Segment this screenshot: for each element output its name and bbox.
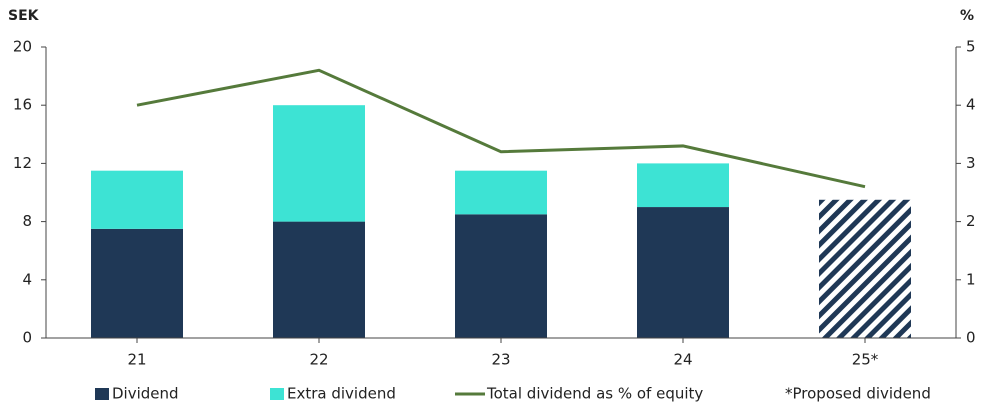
y2-tick-label: 0	[966, 329, 976, 347]
x-tick-label: 24	[673, 351, 692, 369]
y-tick-label: 20	[13, 38, 32, 56]
legend-label: Extra dividend	[287, 385, 396, 403]
bar	[91, 170, 183, 229]
bar	[455, 214, 547, 338]
y2-tick-label: 4	[966, 96, 976, 114]
legend-label: Dividend	[112, 385, 179, 403]
y-tick-label: 16	[13, 96, 32, 114]
x-tick-label: 25*	[852, 351, 879, 369]
y2-axis-title: %	[960, 8, 974, 24]
y2-tick-label: 1	[966, 270, 976, 288]
y-tick-label: 12	[13, 154, 32, 172]
note: *Proposed dividend	[785, 385, 931, 403]
bar	[637, 163, 729, 208]
bar	[91, 228, 183, 338]
legend-label: Total dividend as % of equity	[486, 385, 703, 403]
bar	[455, 170, 547, 215]
bar	[273, 105, 365, 222]
legend-swatch	[270, 388, 284, 400]
bar	[273, 221, 365, 338]
y-tick-label: 0	[22, 329, 32, 347]
y2-tick-label: 5	[966, 38, 976, 56]
x-tick-label: 22	[309, 351, 328, 369]
line	[136, 68, 866, 189]
x-tick-label: 21	[127, 351, 146, 369]
bar	[637, 207, 729, 338]
y2-tick-label: 3	[966, 154, 976, 172]
legend-swatch	[95, 388, 109, 400]
bar	[819, 199, 911, 338]
y-tick-label: 8	[22, 212, 32, 230]
y2-tick-label: 2	[966, 212, 976, 230]
y-axis-title: SEK	[8, 8, 40, 24]
x-tick-label: 23	[491, 351, 510, 369]
y-tick-label: 4	[22, 270, 32, 288]
